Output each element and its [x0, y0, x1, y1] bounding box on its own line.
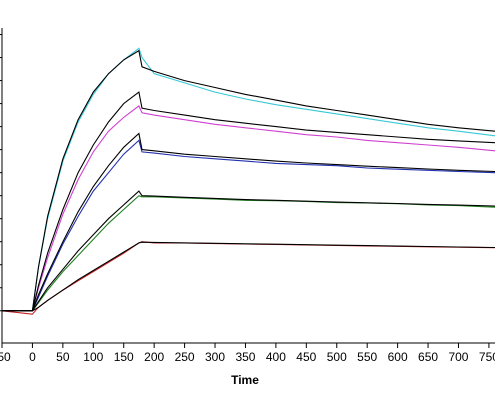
sensorgram-line	[2, 241, 495, 312]
x-tick-label: 150	[114, 350, 134, 364]
x-tick-label: -50	[0, 350, 11, 364]
sensorgram-line	[2, 139, 495, 312]
x-tick-label: 700	[448, 350, 468, 364]
sensorgram-line	[2, 105, 495, 312]
x-tick-label: 400	[266, 350, 286, 364]
sensorgram-line	[2, 49, 495, 312]
x-tick-label: 500	[327, 350, 347, 364]
sensorgram-line	[2, 132, 495, 312]
x-tick-label: 550	[357, 350, 377, 364]
x-tick-label: 650	[418, 350, 438, 364]
x-tick-label: 0	[29, 350, 36, 364]
x-axis-label: Time	[231, 373, 259, 387]
x-tick-label: 600	[388, 350, 408, 364]
x-tick-label: 250	[175, 350, 195, 364]
x-tick-label: 200	[144, 350, 164, 364]
sensorgram-line	[1, 241, 495, 315]
sensorgram-line	[2, 190, 495, 312]
sensorgram-line	[2, 47, 495, 312]
x-tick-label: 100	[83, 350, 103, 364]
x-tick-label: 300	[205, 350, 225, 364]
x-tick-label: 350	[235, 350, 255, 364]
x-tick-label: 750	[479, 350, 495, 364]
x-tick-label: 450	[296, 350, 316, 364]
sensorgram-line	[2, 91, 495, 312]
x-tick-label: 50	[56, 350, 70, 364]
